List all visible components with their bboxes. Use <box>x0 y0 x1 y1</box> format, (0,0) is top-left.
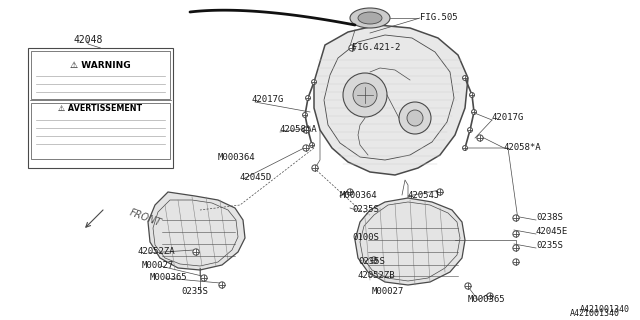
Circle shape <box>513 231 519 237</box>
Text: FIG.421-2: FIG.421-2 <box>352 44 401 52</box>
Text: A421001340: A421001340 <box>570 309 620 318</box>
Circle shape <box>399 102 431 134</box>
Text: 42045D: 42045D <box>240 173 272 182</box>
Circle shape <box>472 109 476 115</box>
Polygon shape <box>148 192 245 270</box>
Circle shape <box>305 96 310 100</box>
Circle shape <box>463 76 467 80</box>
Text: A421001340: A421001340 <box>580 306 630 315</box>
Circle shape <box>477 135 483 141</box>
Circle shape <box>437 189 443 195</box>
Circle shape <box>193 249 199 255</box>
Circle shape <box>353 83 377 107</box>
Circle shape <box>303 127 309 133</box>
Text: M00027: M00027 <box>372 287 404 297</box>
Circle shape <box>465 283 471 289</box>
Text: 0100S: 0100S <box>352 234 379 243</box>
Text: 42017G: 42017G <box>492 114 524 123</box>
Circle shape <box>407 110 423 126</box>
Ellipse shape <box>350 8 390 28</box>
Circle shape <box>343 73 387 117</box>
Circle shape <box>513 215 519 221</box>
Text: M000364: M000364 <box>340 190 378 199</box>
Text: 0235S: 0235S <box>358 258 385 267</box>
Text: 0235S: 0235S <box>352 205 379 214</box>
Circle shape <box>513 245 519 251</box>
Text: 0238S: 0238S <box>536 213 563 222</box>
Circle shape <box>463 146 467 150</box>
Text: 42058*A: 42058*A <box>504 143 541 153</box>
Circle shape <box>513 259 519 265</box>
Text: ⚠ WARNING: ⚠ WARNING <box>70 60 131 69</box>
Text: 42048: 42048 <box>74 35 102 45</box>
FancyBboxPatch shape <box>31 51 170 99</box>
Circle shape <box>312 80 316 84</box>
Text: 42017G: 42017G <box>252 95 284 105</box>
Text: 0235S: 0235S <box>536 242 563 251</box>
Circle shape <box>312 165 318 171</box>
Text: 42058*A: 42058*A <box>280 125 317 134</box>
Circle shape <box>305 128 310 132</box>
Text: 42054J: 42054J <box>408 190 440 199</box>
Polygon shape <box>355 198 465 285</box>
Text: ⚠ AVERTISSEMENT: ⚠ AVERTISSEMENT <box>58 103 143 113</box>
Polygon shape <box>314 25 468 175</box>
Circle shape <box>468 128 472 132</box>
Circle shape <box>303 145 309 151</box>
Text: 42052ZA: 42052ZA <box>138 247 175 257</box>
Ellipse shape <box>358 12 382 24</box>
Circle shape <box>349 45 355 51</box>
Circle shape <box>201 275 207 281</box>
Circle shape <box>470 92 474 98</box>
Circle shape <box>487 293 493 299</box>
Text: M000364: M000364 <box>218 154 255 163</box>
FancyBboxPatch shape <box>28 48 173 168</box>
Text: M000365: M000365 <box>150 274 188 283</box>
Circle shape <box>219 282 225 288</box>
FancyBboxPatch shape <box>31 103 170 159</box>
Text: 42052ZB: 42052ZB <box>358 270 396 279</box>
Circle shape <box>303 113 307 117</box>
Text: 0235S: 0235S <box>182 287 209 297</box>
Circle shape <box>347 189 353 195</box>
Text: FRONT: FRONT <box>128 208 163 228</box>
Circle shape <box>310 142 314 148</box>
Circle shape <box>371 257 377 263</box>
Text: 42045E: 42045E <box>536 228 568 236</box>
Text: M00027: M00027 <box>142 260 174 269</box>
Text: M000365: M000365 <box>468 295 506 305</box>
Text: FIG.505: FIG.505 <box>420 13 458 22</box>
